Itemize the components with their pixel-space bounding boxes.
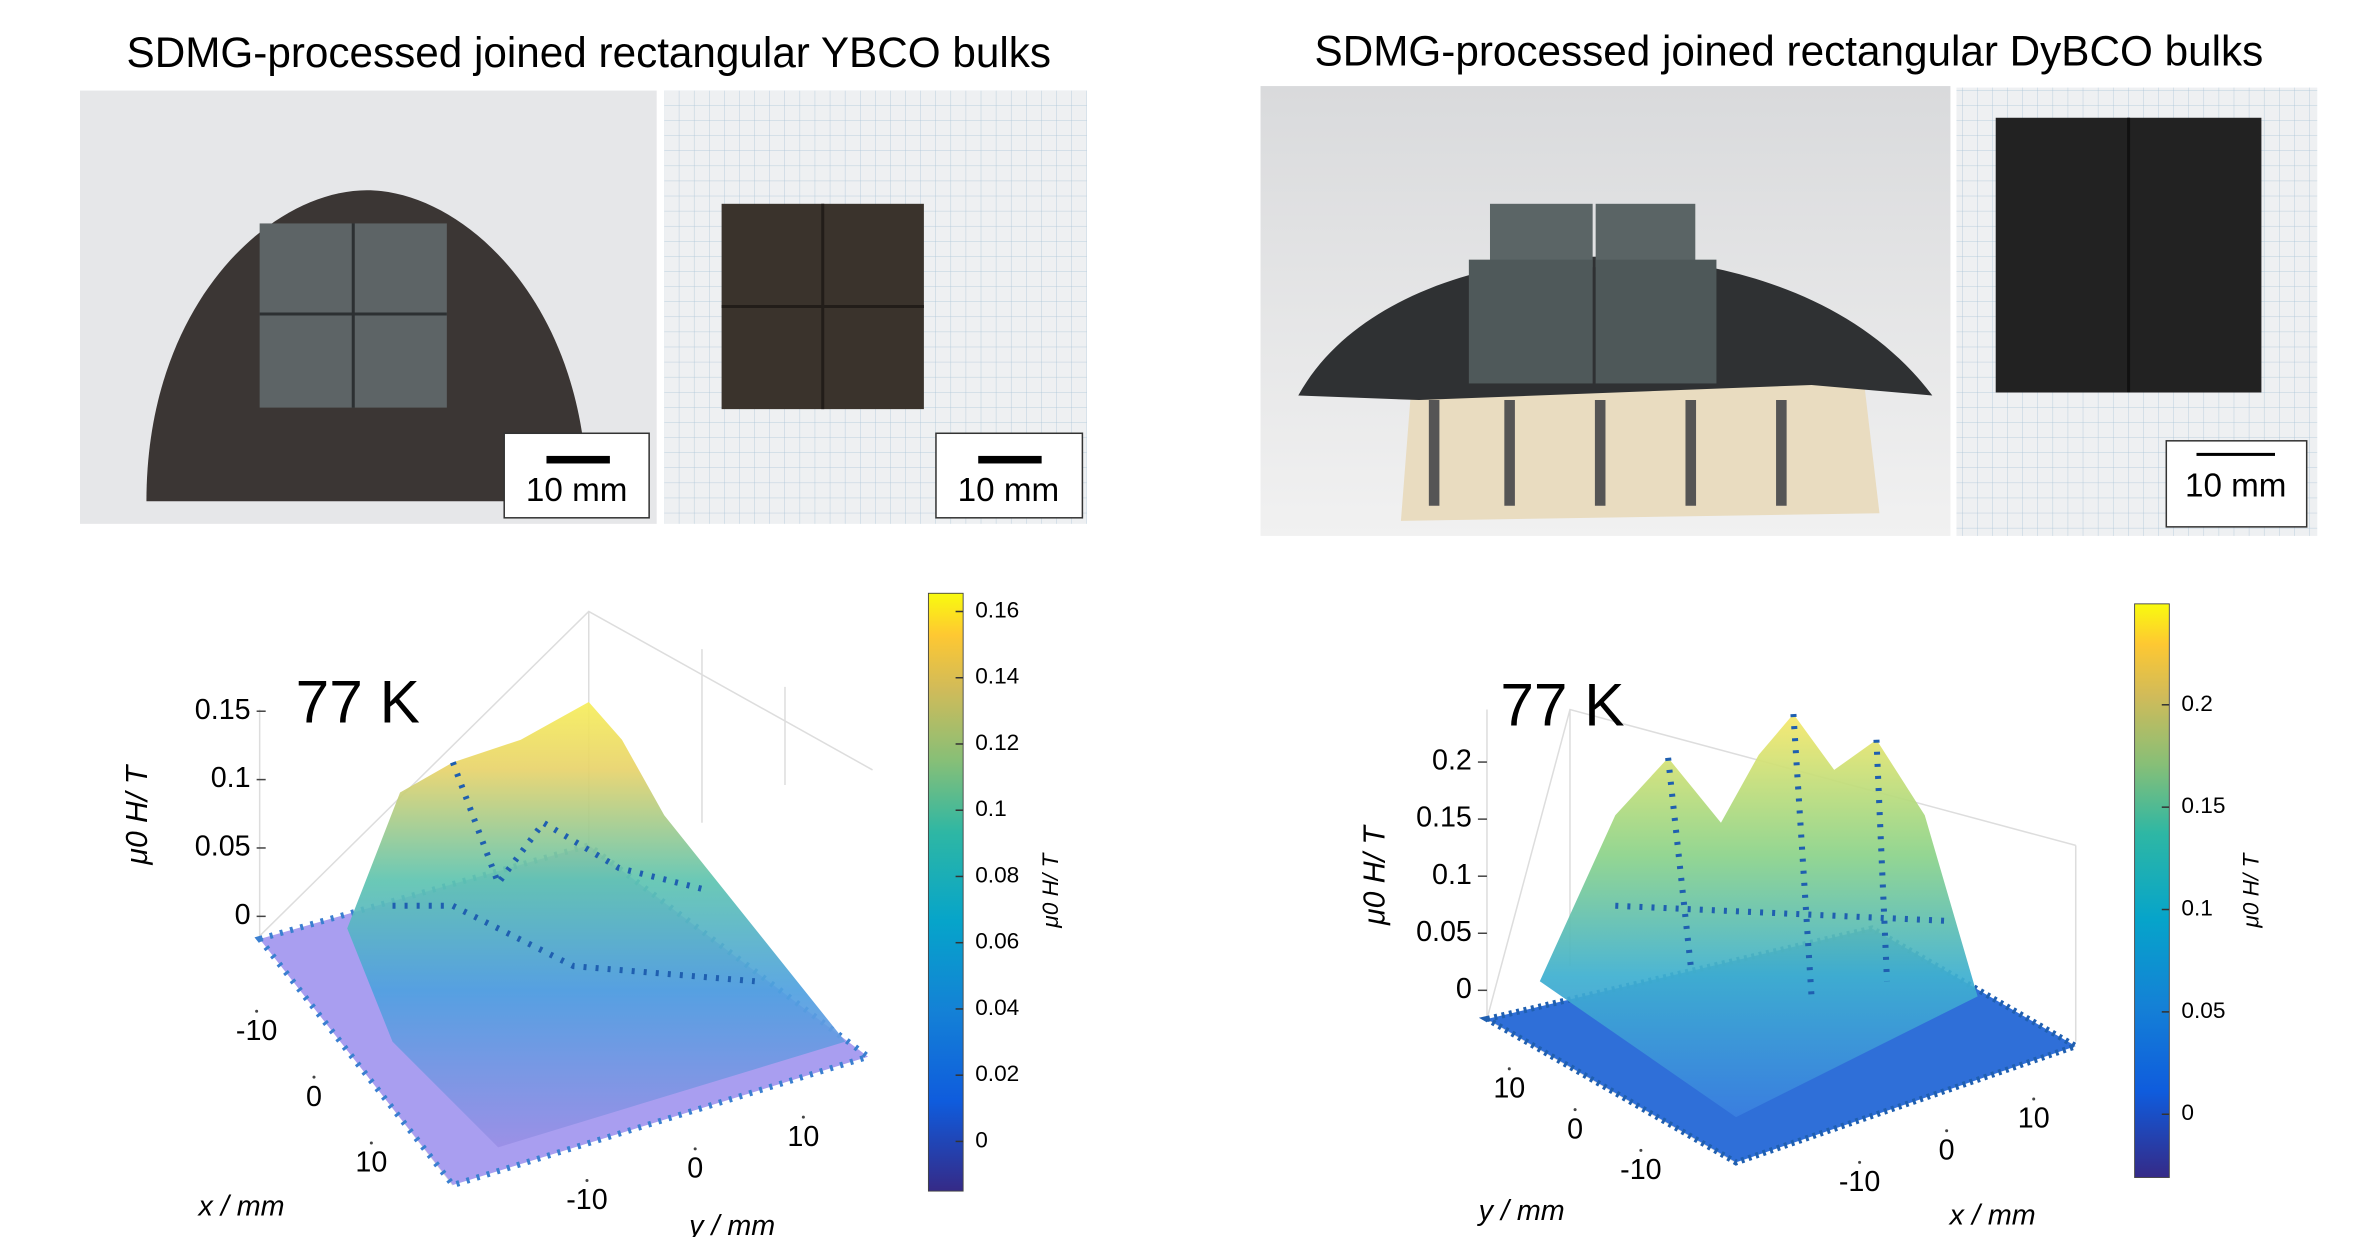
scale-bar-label: 10 mm bbox=[958, 472, 1059, 509]
y-tick-label: 0 bbox=[687, 1153, 703, 1185]
panel-title: SDMG-processed joined rectangular DyBCO … bbox=[1315, 28, 2264, 75]
x-tick bbox=[312, 1076, 315, 1079]
x-tick bbox=[255, 1010, 258, 1013]
colorbar-label: μ0 H/ T bbox=[1038, 852, 1063, 929]
x-tick-label: -10 bbox=[236, 1015, 277, 1047]
x-tick bbox=[1858, 1161, 1861, 1164]
y-axis-label: y / mm bbox=[1477, 1195, 1565, 1227]
z-tick-label: 0 bbox=[1456, 973, 1472, 1005]
colorbar-tick-label: 0.04 bbox=[975, 995, 1019, 1020]
colorbar-tick-label: 0.15 bbox=[2181, 793, 2225, 818]
x-tick-label: -10 bbox=[1839, 1166, 1880, 1198]
annotation: 77 K bbox=[1500, 670, 1624, 738]
colorbar-tick-label: 0.02 bbox=[975, 1061, 1019, 1086]
y-tick bbox=[1574, 1108, 1577, 1111]
y-axis-label: y / mm bbox=[687, 1210, 775, 1237]
colorbar-tick-label: 0.1 bbox=[975, 796, 1006, 821]
photo bbox=[1261, 86, 2318, 536]
z-axis-label: μ0 H/ T bbox=[121, 763, 154, 865]
y-tick bbox=[694, 1147, 697, 1150]
x-tick-label: 10 bbox=[355, 1147, 387, 1179]
page: SDMG-processed joined rectangular YBCO b… bbox=[0, 0, 2355, 1237]
x-tick-label: 0 bbox=[1939, 1134, 1955, 1166]
y-tick-label: -10 bbox=[566, 1184, 607, 1216]
z-tick-label: 0 bbox=[235, 899, 251, 931]
colorbar-tick-label: 0.06 bbox=[975, 929, 1019, 954]
colorbar-tick-label: 0.08 bbox=[975, 862, 1019, 887]
x-tick-label: 10 bbox=[2018, 1103, 2050, 1135]
x-tick-label: 0 bbox=[306, 1081, 322, 1113]
x-axis-label: x / mm bbox=[1948, 1199, 2036, 1231]
x-tick bbox=[370, 1142, 373, 1145]
x-tick bbox=[1945, 1129, 1948, 1132]
panel-title: SDMG-processed joined rectangular YBCO b… bbox=[127, 29, 1051, 76]
y-tick-label: 10 bbox=[1493, 1073, 1525, 1105]
y-tick bbox=[802, 1116, 805, 1119]
annotation: 77 K bbox=[296, 667, 420, 735]
colorbar-tick-label: 0 bbox=[2181, 1100, 2194, 1125]
colorbar-tick-label: 0.14 bbox=[975, 664, 1019, 689]
z-tick-label: 0.2 bbox=[1432, 745, 1472, 777]
colorbar bbox=[2135, 604, 2170, 1178]
y-tick bbox=[585, 1179, 588, 1182]
z-tick-label: 0.1 bbox=[211, 762, 251, 794]
x-axis-label: x / mm bbox=[197, 1190, 285, 1222]
x-tick bbox=[2032, 1098, 2035, 1101]
y-tick bbox=[1639, 1149, 1642, 1152]
y-tick-label: -10 bbox=[1620, 1154, 1661, 1186]
figure: SDMG-processed joined rectangular YBCO b… bbox=[0, 0, 2355, 1237]
colorbar-tick-label: 0.1 bbox=[2181, 896, 2212, 921]
y-tick-label: 10 bbox=[787, 1121, 819, 1153]
colorbar-tick-label: 0.2 bbox=[2181, 691, 2212, 716]
surface-plot bbox=[1487, 710, 2076, 1163]
y-tick-label: 0 bbox=[1567, 1113, 1583, 1145]
photo bbox=[80, 91, 1087, 524]
z-tick-label: 0.15 bbox=[1416, 802, 1472, 834]
scale-bar-label: 10 mm bbox=[526, 472, 627, 509]
colorbar-tick-label: 0.12 bbox=[975, 730, 1019, 755]
z-axis-label: μ0 H/ T bbox=[1359, 824, 1392, 926]
colorbar-tick-label: 0.05 bbox=[2181, 998, 2225, 1023]
colorbar-tick-label: 0.16 bbox=[975, 597, 1019, 622]
colorbar bbox=[928, 593, 963, 1191]
z-tick-label: 0.1 bbox=[1432, 859, 1472, 891]
scale-bar-label: 10 mm bbox=[2185, 467, 2286, 504]
y-tick bbox=[1508, 1067, 1511, 1070]
z-tick-label: 0.15 bbox=[195, 694, 251, 726]
z-tick-label: 0.05 bbox=[1416, 916, 1472, 948]
z-tick-label: 0.05 bbox=[195, 831, 251, 863]
colorbar-label: μ0 H/ T bbox=[2238, 852, 2263, 929]
colorbar-tick-label: 0 bbox=[975, 1127, 988, 1152]
